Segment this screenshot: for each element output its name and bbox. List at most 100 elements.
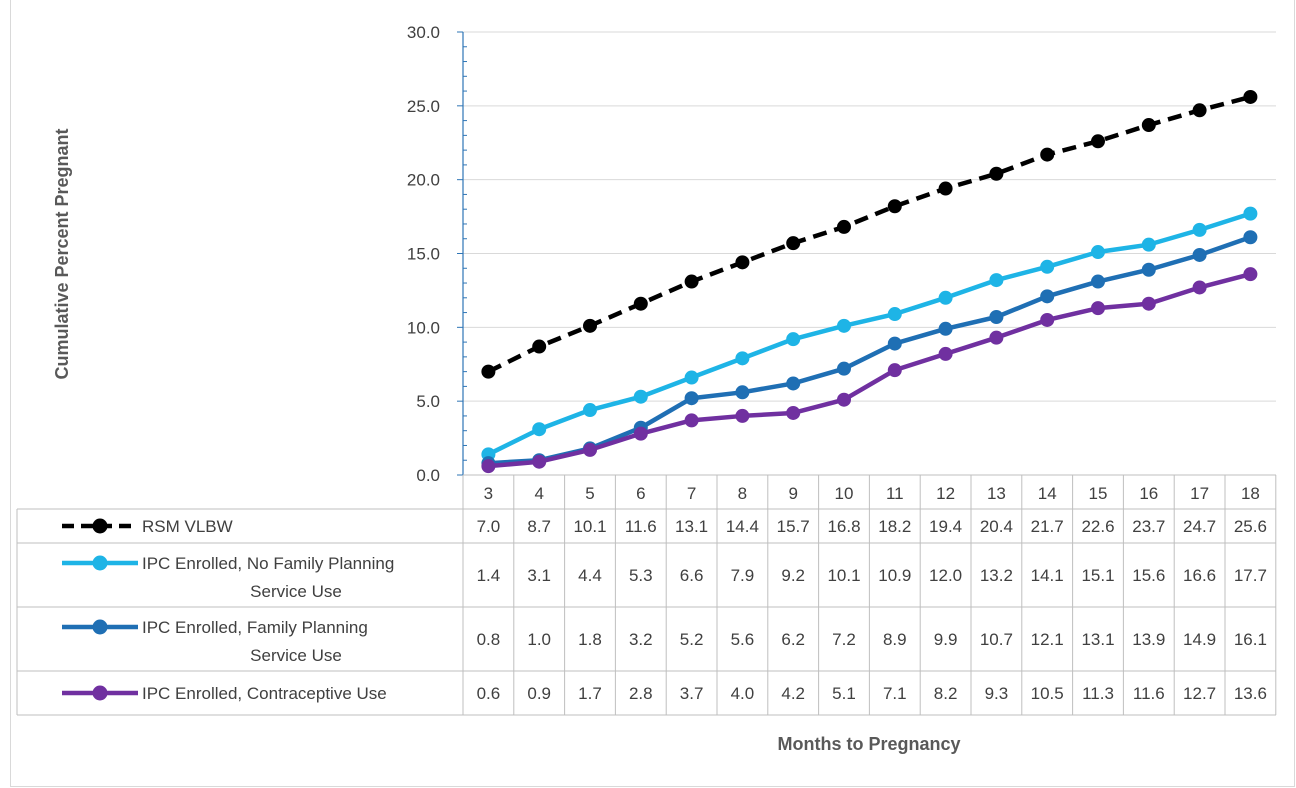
table-cell-value: 12.0 bbox=[929, 566, 962, 585]
table-cell-value: 5.6 bbox=[731, 630, 755, 649]
legend-label: IPC Enrolled, Family Planning bbox=[142, 618, 368, 637]
data-point bbox=[786, 376, 801, 391]
table-cell-value: 23.7 bbox=[1132, 517, 1165, 536]
table-cell-value: 15.7 bbox=[777, 517, 810, 536]
table-cell-value: 24.7 bbox=[1183, 517, 1216, 536]
x-axis-title: Months to Pregnancy bbox=[777, 734, 960, 754]
y-tick-label: 20.0 bbox=[407, 171, 440, 190]
data-point bbox=[1192, 280, 1207, 295]
legend-label: IPC Enrolled, Contraceptive Use bbox=[142, 684, 387, 703]
data-point bbox=[786, 405, 801, 420]
table-cell-value: 7.2 bbox=[832, 630, 856, 649]
table-cell-value: 6.6 bbox=[680, 566, 704, 585]
table-cell-value: 8.9 bbox=[883, 630, 907, 649]
y-tick-label: 25.0 bbox=[407, 97, 440, 116]
y-tick-label: 0.0 bbox=[416, 466, 440, 485]
data-point bbox=[989, 166, 1004, 181]
x-tick-label: 5 bbox=[585, 484, 594, 503]
table-cell-value: 25.6 bbox=[1234, 517, 1267, 536]
table-cell-value: 1.7 bbox=[578, 684, 602, 703]
table-cell-value: 16.6 bbox=[1183, 566, 1216, 585]
data-point bbox=[735, 351, 750, 366]
legend-label: IPC Enrolled, No Family Planning bbox=[142, 554, 394, 573]
data-point bbox=[1040, 259, 1055, 274]
table-cell-value: 9.9 bbox=[934, 630, 958, 649]
data-point bbox=[633, 389, 648, 404]
x-tick-label: 16 bbox=[1139, 484, 1158, 503]
x-tick-label: 14 bbox=[1038, 484, 1057, 503]
table-cell-value: 9.2 bbox=[781, 566, 805, 585]
data-point bbox=[938, 346, 953, 361]
data-point bbox=[532, 422, 547, 437]
data-point bbox=[989, 273, 1004, 288]
data-point bbox=[1243, 230, 1258, 245]
x-tick-label: 10 bbox=[835, 484, 854, 503]
table-cell-value: 1.4 bbox=[477, 566, 501, 585]
legend-marker bbox=[92, 518, 108, 534]
table-cell-value: 19.4 bbox=[929, 517, 962, 536]
data-point bbox=[684, 370, 699, 385]
data-point bbox=[938, 290, 953, 305]
data-point bbox=[1091, 301, 1105, 316]
data-table: 3 4 5 6 7 8 9 10 11 12 13 14 15 16 17 18 RSM VLBW 7.0 8.7 1… bbox=[16, 474, 1277, 716]
table-cell-value: 2.8 bbox=[629, 684, 653, 703]
table-cell-value: 1.8 bbox=[578, 630, 602, 649]
data-point bbox=[1091, 245, 1105, 260]
y-axis: 0.0 5.0 10.0 15.0 20.0 25.0 30.0 bbox=[407, 23, 467, 485]
data-point bbox=[938, 181, 953, 196]
data-point bbox=[1141, 237, 1156, 252]
table-cell-value: 14.4 bbox=[726, 517, 759, 536]
data-point bbox=[989, 330, 1004, 345]
table-cell-value: 10.1 bbox=[573, 517, 606, 536]
data-point bbox=[735, 255, 750, 270]
data-point bbox=[684, 413, 699, 428]
table-cell-value: 4.4 bbox=[578, 566, 602, 585]
table-cell-value: 13.2 bbox=[980, 566, 1013, 585]
table-cell-value: 13.1 bbox=[1081, 630, 1114, 649]
x-tick-label: 15 bbox=[1089, 484, 1108, 503]
table-cell-value: 0.8 bbox=[477, 630, 501, 649]
data-point bbox=[1141, 118, 1156, 133]
series-line bbox=[487, 211, 1252, 457]
data-point bbox=[532, 339, 547, 354]
table-cell-value: 17.7 bbox=[1234, 566, 1267, 585]
table-cell-value: 3.2 bbox=[629, 630, 653, 649]
table-cell-value: 13.1 bbox=[675, 517, 708, 536]
legend-label: Service Use bbox=[250, 646, 342, 665]
y-tick-label: 10.0 bbox=[407, 318, 440, 337]
x-tick-label: 6 bbox=[636, 484, 645, 503]
x-tick-label: 17 bbox=[1190, 484, 1209, 503]
data-point bbox=[532, 454, 547, 469]
table-cell-value: 0.9 bbox=[527, 684, 551, 703]
table-cell-value: 14.1 bbox=[1031, 566, 1064, 585]
table-cell-value: 7.0 bbox=[477, 517, 501, 536]
table-cell-value: 10.7 bbox=[980, 630, 1013, 649]
table-cell-value: 13.6 bbox=[1234, 684, 1267, 703]
data-point bbox=[1141, 262, 1156, 277]
table-cell-value: 4.0 bbox=[731, 684, 755, 703]
series-lines bbox=[481, 89, 1258, 474]
data-point bbox=[684, 274, 699, 289]
x-tick-label: 18 bbox=[1241, 484, 1260, 503]
data-point bbox=[633, 296, 648, 311]
data-point bbox=[1091, 274, 1105, 289]
table-cell-value: 12.1 bbox=[1031, 630, 1064, 649]
data-point bbox=[989, 309, 1004, 324]
x-tick-label: 3 bbox=[484, 484, 493, 503]
x-tick-label: 4 bbox=[534, 484, 543, 503]
data-point bbox=[786, 236, 801, 251]
data-point bbox=[887, 199, 902, 214]
table-cell-value: 18.2 bbox=[878, 517, 911, 536]
table-cell-value: 12.7 bbox=[1183, 684, 1216, 703]
table-cell-value: 9.3 bbox=[985, 684, 1009, 703]
data-point bbox=[1192, 247, 1207, 262]
table-cell-value: 4.2 bbox=[781, 684, 805, 703]
table-cell-value: 20.4 bbox=[980, 517, 1013, 536]
table-cell-value: 5.3 bbox=[629, 566, 653, 585]
x-tick-label: 12 bbox=[936, 484, 955, 503]
series-line bbox=[487, 94, 1251, 374]
legend-label: Service Use bbox=[250, 582, 342, 601]
data-point bbox=[1192, 222, 1207, 237]
x-tick-label: 8 bbox=[738, 484, 747, 503]
